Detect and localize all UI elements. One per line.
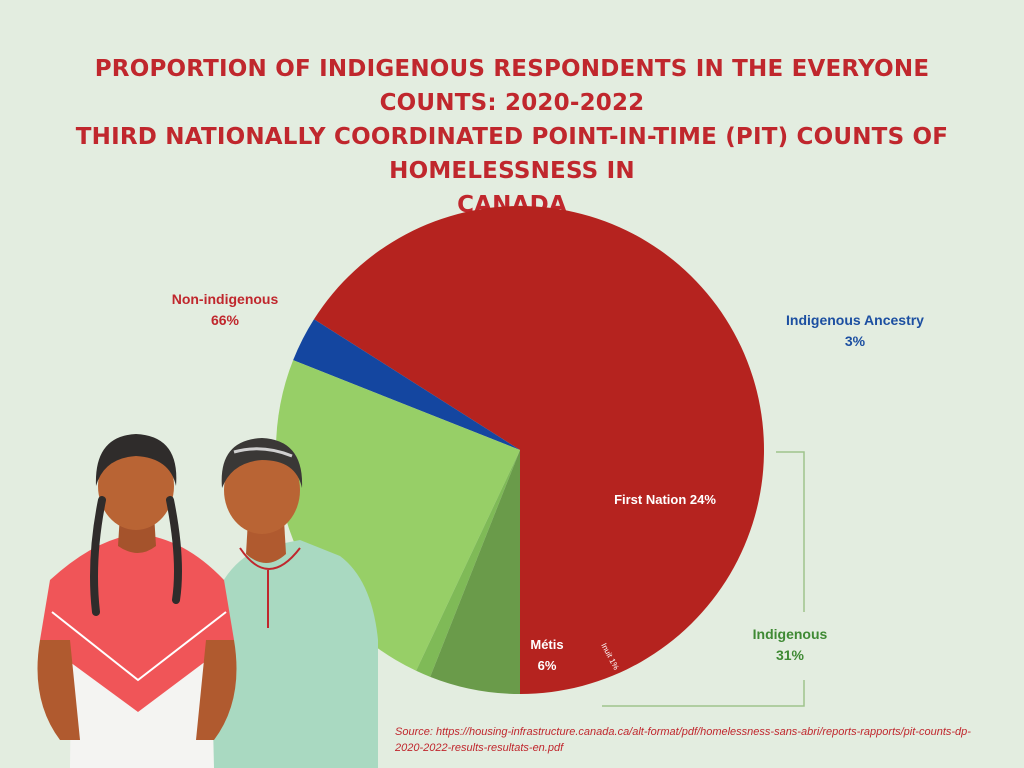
indigenous-people-illustration — [37, 434, 378, 768]
person-1-arms — [37, 640, 237, 740]
label-first-nation: First Nation 24% — [614, 492, 716, 507]
source-note: Source: https://housing-infrastructure.c… — [395, 726, 971, 754]
label-non-indigenous-name: Non-indigenous — [171, 291, 279, 307]
label-indigenous-group-name: Indigenous — [752, 626, 828, 642]
person-2-hair-streak — [233, 447, 293, 458]
label-ancestry-value: 3% — [844, 333, 866, 349]
person-1-hair — [95, 434, 177, 486]
title-line-2: THIRD NATIONALLY COORDINATED POINT-IN-TI… — [75, 124, 949, 184]
person-1-poncho — [40, 534, 234, 712]
label-indigenous-ancestry: Indigenous Ancestry 3% — [770, 310, 940, 352]
pie-slice-me-tis — [430, 450, 520, 694]
label-non-indigenous: Non-indigenous 66% — [150, 289, 300, 331]
label-metis-value: 6% — [537, 658, 557, 673]
pie-slice-indigenous-ancestry — [293, 319, 520, 450]
label-metis: Métis 6% — [512, 634, 582, 676]
label-ancestry-name: Indigenous Ancestry — [786, 312, 924, 328]
person-1-poncho-pattern — [51, 611, 227, 682]
person-1-braid-left — [90, 496, 106, 616]
person-1-braid-right — [166, 496, 182, 604]
label-non-indigenous-value: 66% — [210, 312, 240, 328]
pie-slice-non-indigenous — [313, 205, 764, 694]
person-2-face — [224, 446, 300, 534]
person-2-shirt — [206, 540, 378, 768]
label-indigenous-group: Indigenous 31% — [735, 624, 845, 666]
label-metis-name: Métis — [530, 637, 564, 652]
pie-slices — [276, 205, 764, 694]
pie-slice-inuit — [416, 450, 520, 677]
person-1-face — [98, 442, 174, 530]
person-2-collar — [239, 547, 301, 570]
indigenous-bracket — [602, 451, 805, 707]
title-line-1: PROPORTION OF INDIGENOUS RESPONDENTS IN … — [94, 56, 930, 116]
label-indigenous-group-value: 31% — [775, 647, 805, 663]
